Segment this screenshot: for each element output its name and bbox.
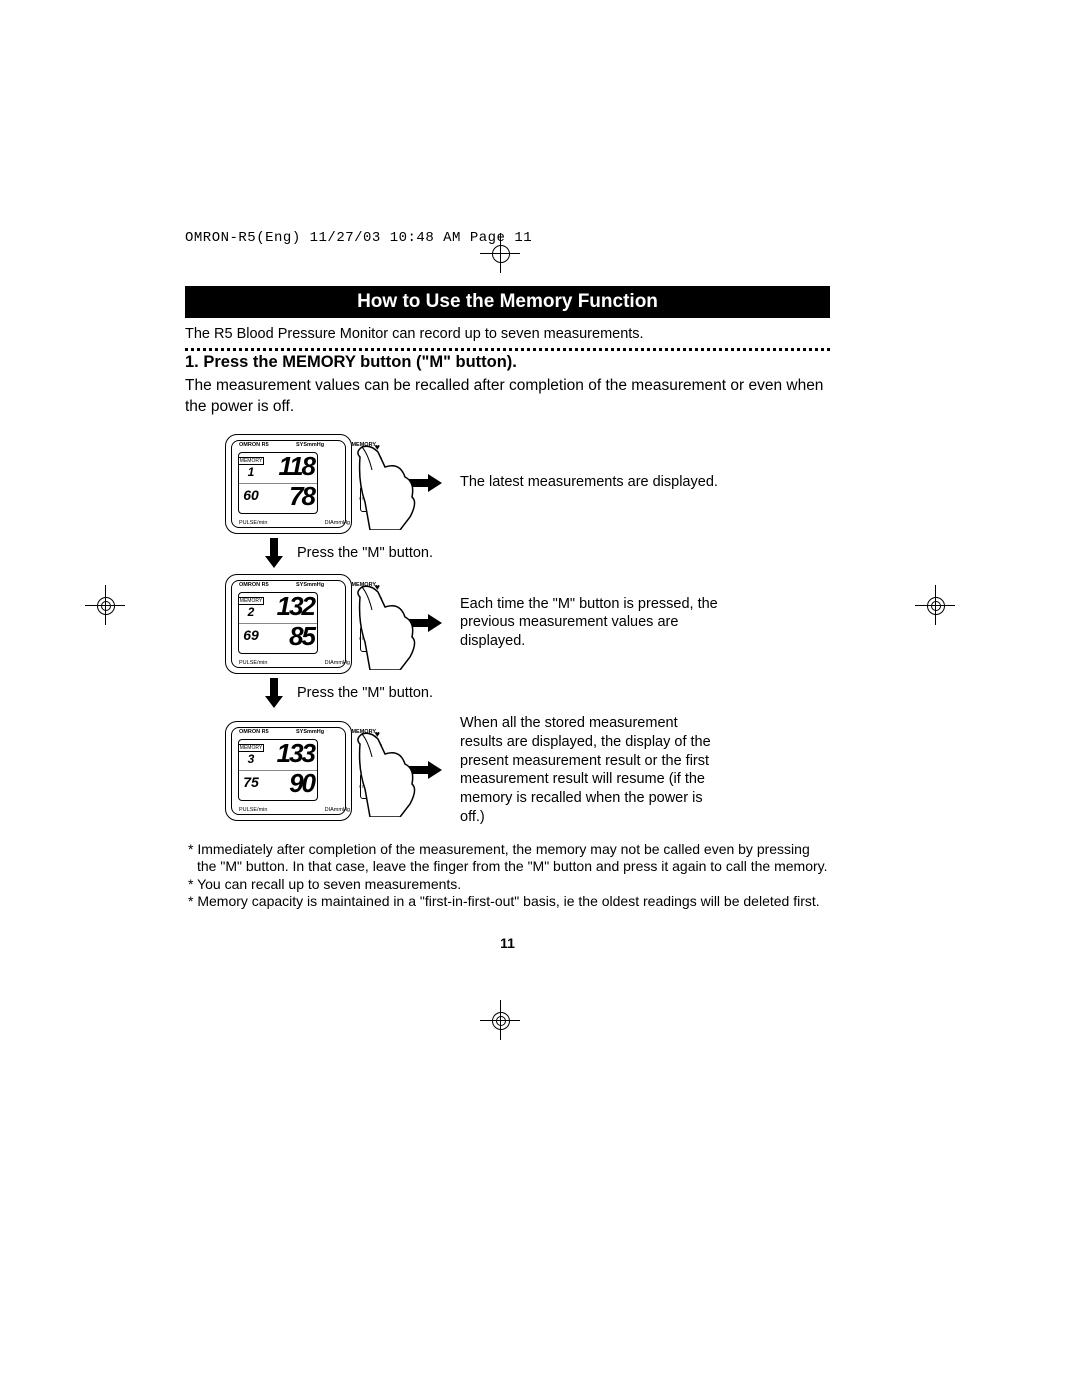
hand-icon [350,729,420,817]
pulse-value: 60 [239,483,263,513]
pulse-label: PULSE/min [239,520,267,526]
print-header: OMRON-R5(Eng) 11/27/03 10:48 AM Page 11 [185,230,830,246]
arrow-down-icon [265,538,283,568]
manual-page: OMRON-R5(Eng) 11/27/03 10:48 AM Page 11 … [185,230,830,951]
brand-label: OMRON R5 [239,582,269,588]
crop-mark [480,1000,520,1040]
hand-icon [350,582,420,670]
dia-value: 85 [263,623,317,653]
sys-value: 118 [263,453,317,483]
press-m-label: Press the "M" button. [297,545,433,561]
footnote: * Immediately after completion of the me… [185,841,830,876]
device-illustration: OMRON R5 SYSmmHg MEMORY ♥ MEMORY1 118 60… [225,434,390,532]
device-caption: The latest measurements are displayed. [460,473,718,492]
device-caption: When all the stored measurement results … [460,714,720,827]
memory-number: 3 [248,752,255,766]
sys-label: SYSmmHg [296,729,324,735]
dia-label: DIAmmHg [325,660,350,666]
arrow-down-row: Press the "M" button. [265,678,830,708]
brand-label: OMRON R5 [239,729,269,735]
footnotes: * Immediately after completion of the me… [185,841,830,911]
step-description: The measurement values can be recalled a… [185,376,830,418]
step-title: 1. Press the MEMORY button ("M" button). [185,353,830,372]
pulse-label: PULSE/min [239,807,267,813]
lcd-screen: MEMORY3 133 75 90 [238,739,318,801]
sys-label: SYSmmHg [296,442,324,448]
section-title: How to Use the Memory Function [185,286,830,318]
dia-label: DIAmmHg [325,520,350,526]
device-caption: Each time the "M" button is pressed, the… [460,595,720,652]
dia-value: 78 [263,483,317,513]
pulse-label: PULSE/min [239,660,267,666]
device-illustration: OMRON R5 SYSmmHg MEMORY ♥ MEMORY2 132 69… [225,574,390,672]
crop-mark [85,585,125,625]
device-row: OMRON R5 SYSmmHg MEMORY ♥ MEMORY2 132 69… [225,574,830,672]
sys-value: 133 [263,740,317,770]
pulse-value: 75 [239,770,263,800]
dotted-divider [185,348,830,351]
page-number: 11 [185,935,830,951]
pulse-value: 69 [239,623,263,653]
device-row: OMRON R5 SYSmmHg MEMORY ♥ MEMORY1 118 60… [225,434,830,532]
dia-label: DIAmmHg [325,807,350,813]
press-m-label: Press the "M" button. [297,685,433,701]
lcd-screen: MEMORY2 132 69 85 [238,592,318,654]
arrow-down-row: Press the "M" button. [265,538,830,568]
lcd-screen: MEMORY1 118 60 78 [238,452,318,514]
hand-icon [350,442,420,530]
sys-value: 132 [263,593,317,623]
brand-label: OMRON R5 [239,442,269,448]
memory-number: 1 [248,465,255,479]
footnote: * Memory capacity is maintained in a "fi… [185,893,830,911]
crop-mark [915,585,955,625]
arrow-down-icon [265,678,283,708]
intro-text: The R5 Blood Pressure Monitor can record… [185,326,830,342]
sys-label: SYSmmHg [296,582,324,588]
footnote: * You can recall up to seven measurement… [185,876,830,894]
dia-value: 90 [263,770,317,800]
memory-number: 2 [248,605,255,619]
device-row: OMRON R5 SYSmmHg MEMORY ♥ MEMORY3 133 75… [225,714,830,827]
device-illustration: OMRON R5 SYSmmHg MEMORY ♥ MEMORY3 133 75… [225,721,390,819]
